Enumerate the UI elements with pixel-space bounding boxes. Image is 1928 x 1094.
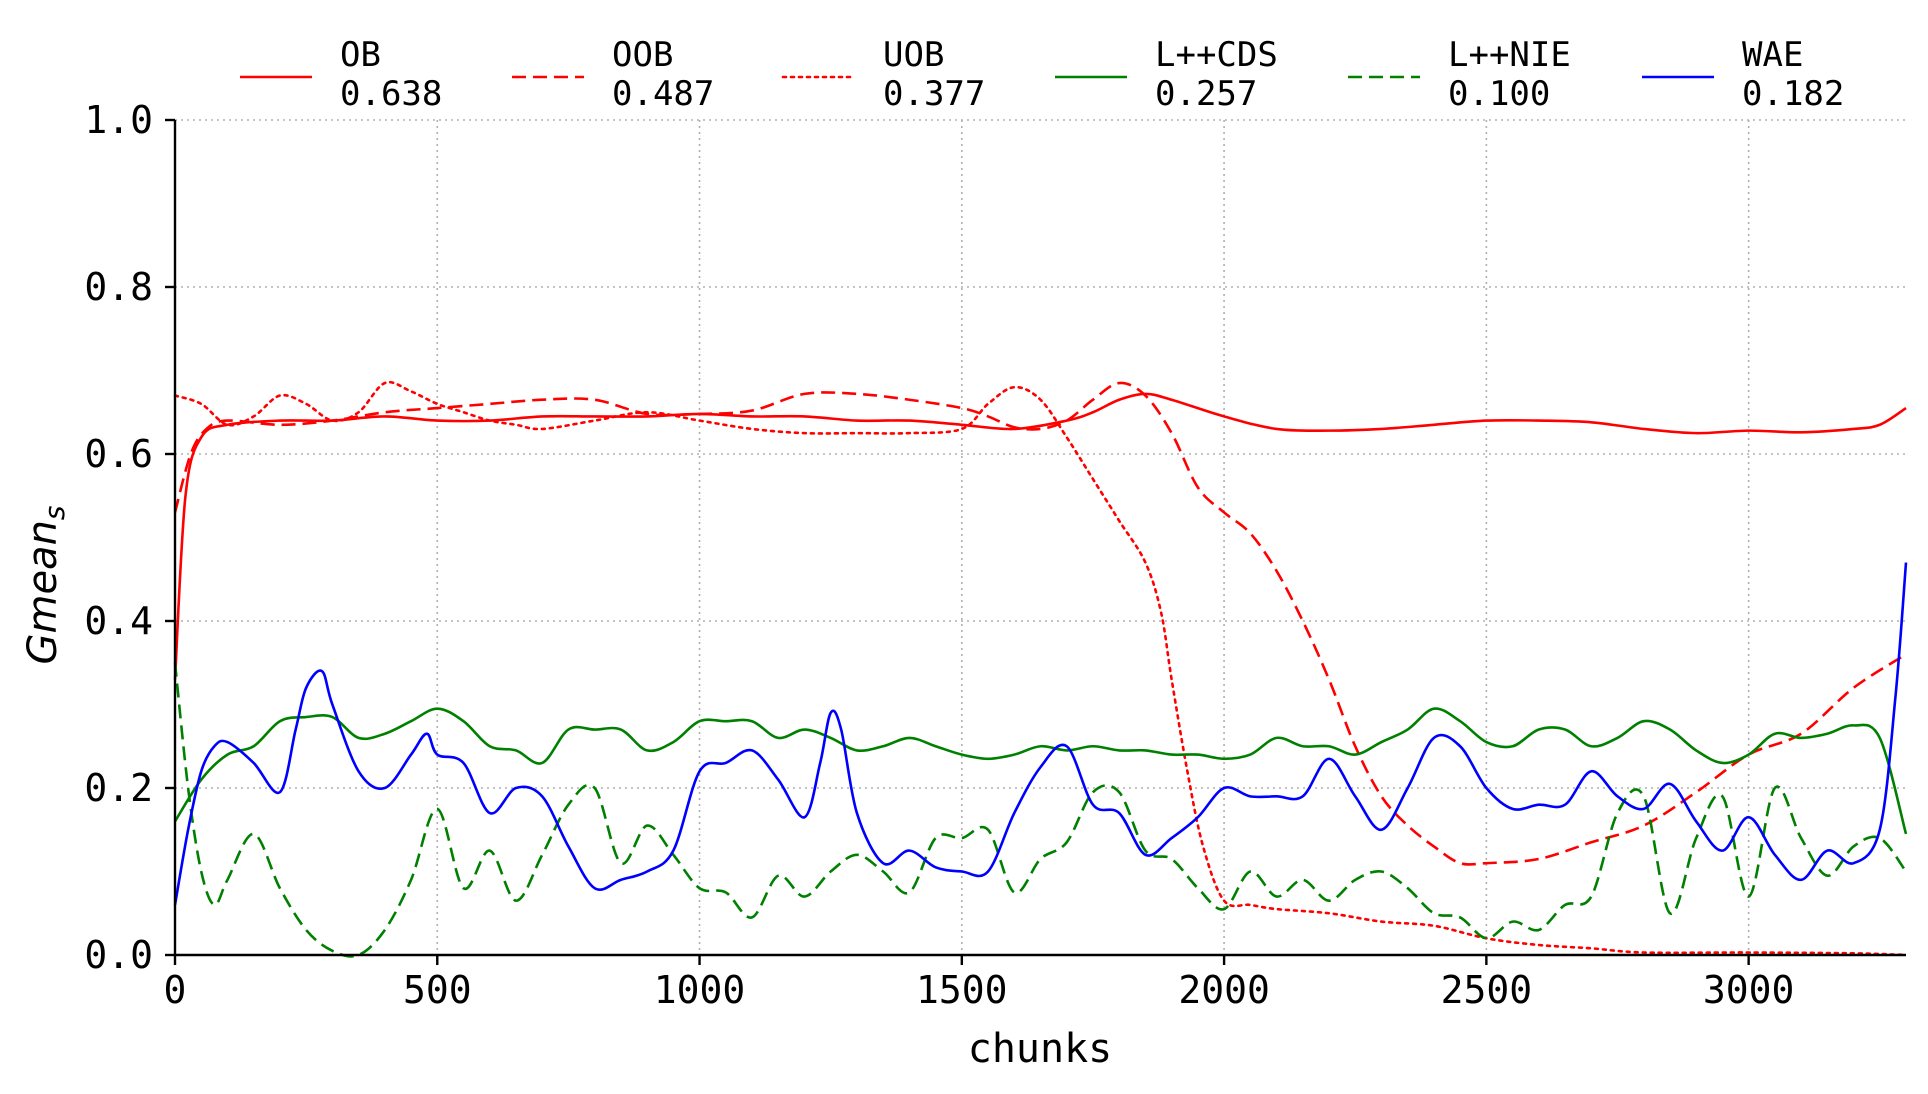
series-line-l-nie — [173, 662, 1908, 958]
legend-label-uob: UOB — [883, 35, 944, 75]
ticks: 0 500 1000 1500 2000 2500 3000 0.0 0.2 0.4 0.6 0.8 1… — [84, 98, 1794, 1012]
x-tick-label: 500 — [403, 968, 472, 1012]
legend-score-oob: 0.487 — [612, 74, 714, 114]
x-tick-label: 2500 — [1441, 968, 1533, 1012]
x-axis-title: chunks — [968, 1026, 1113, 1072]
legend-score-wae: 0.182 — [1742, 74, 1844, 114]
y-tick-label: 1.0 — [84, 98, 153, 142]
grid — [175, 119, 1906, 955]
series-line-ob — [173, 392, 1907, 680]
legend-label-l-nie: L++NIE — [1448, 35, 1571, 75]
legend-score-uob: 0.377 — [883, 74, 985, 114]
series-line-l-cds — [173, 707, 1908, 835]
y-tick-label: 0.4 — [84, 599, 153, 643]
y-tick-label: 0.0 — [84, 933, 153, 977]
axes — [173, 120, 1906, 957]
y-tick-label: 0.8 — [84, 265, 153, 309]
x-tick-label: 3000 — [1703, 968, 1795, 1012]
series-line-uob — [173, 380, 1908, 957]
y-tick-label: 0.6 — [84, 432, 153, 476]
series-line-oob — [173, 381, 1907, 866]
legend-score-l-cds: 0.257 — [1155, 74, 1257, 114]
legend-score-l-nie: 0.100 — [1448, 74, 1550, 114]
legend-score-ob: 0.638 — [340, 74, 442, 114]
series-line-wae — [173, 562, 1908, 906]
y-axis-title: Gmeans — [20, 505, 71, 664]
legend-label-oob: OOB — [612, 35, 673, 75]
y-axis-title-main: Gmean — [20, 520, 66, 664]
series-layer — [173, 380, 1908, 958]
x-tick-label: 1000 — [654, 968, 746, 1012]
x-tick-label: 2000 — [1178, 968, 1270, 1012]
legend-label-wae: WAE — [1742, 35, 1803, 75]
legend-label-ob: OB — [340, 35, 381, 75]
y-tick-label: 0.2 — [84, 766, 153, 810]
legend-label-l-cds: L++CDS — [1155, 35, 1278, 75]
x-tick-label: 0 — [164, 968, 187, 1012]
x-tick-label: 1500 — [916, 968, 1008, 1012]
y-axis-title-subscript: s — [38, 505, 71, 520]
